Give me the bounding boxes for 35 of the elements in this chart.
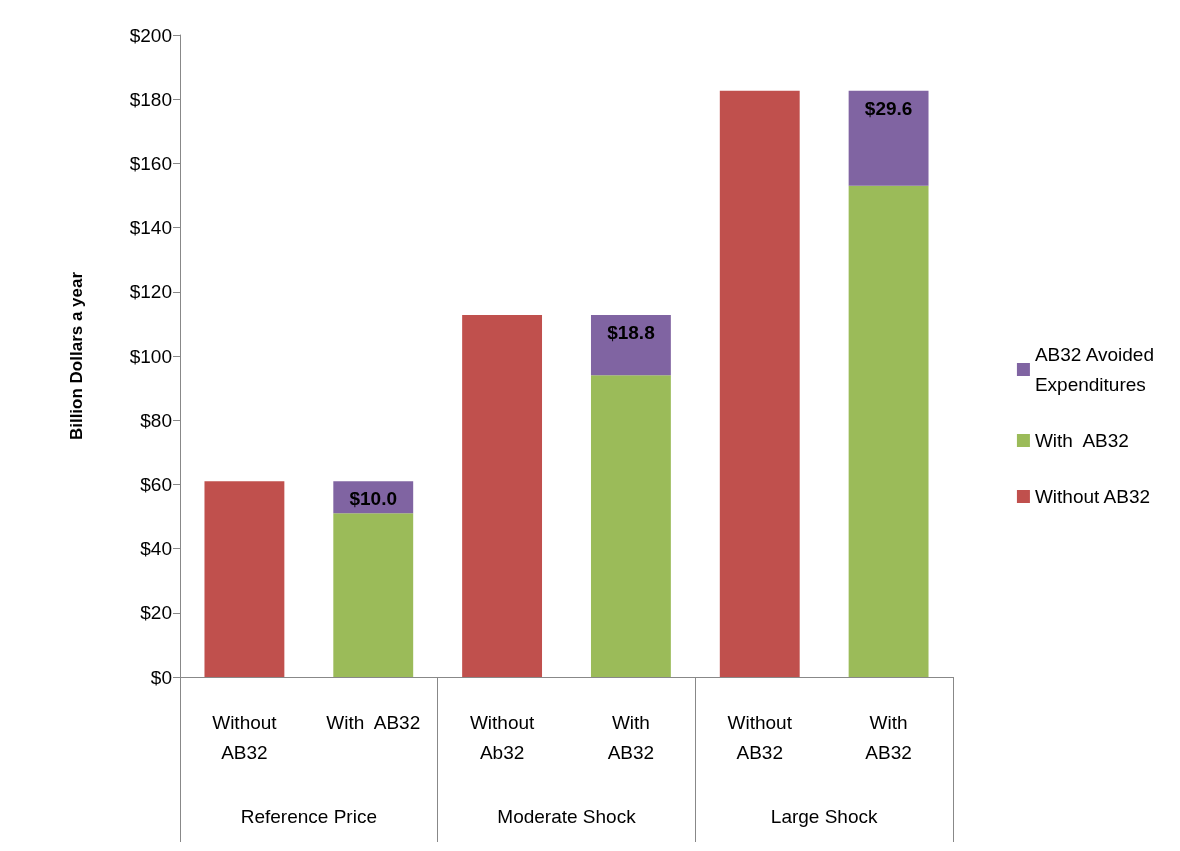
legend-label: AB32 Avoided Expenditures bbox=[1034, 344, 1154, 395]
x-tick-label: With AB32 bbox=[607, 711, 655, 763]
bar bbox=[462, 314, 543, 677]
bar bbox=[719, 90, 800, 677]
y-tick-label: $120 bbox=[129, 281, 172, 303]
data-label: $29.6 bbox=[864, 97, 913, 119]
y-axis-title: Billion Dollars a year bbox=[67, 271, 86, 441]
x-tick-label: With AB32 bbox=[865, 711, 912, 763]
bar bbox=[590, 314, 671, 376]
x-tick-label: Without AB32 bbox=[212, 711, 278, 763]
bar bbox=[590, 375, 671, 677]
data-label: $10.0 bbox=[349, 488, 398, 510]
x-tick-label: Without AB32 bbox=[727, 711, 793, 763]
x-tick-label: Without Ab32 bbox=[469, 711, 536, 763]
y-tick-label: $140 bbox=[129, 217, 172, 239]
y-tick-label: $0 bbox=[150, 666, 172, 688]
y-tick-label: $100 bbox=[129, 345, 172, 367]
y-tick-label: $60 bbox=[140, 473, 172, 495]
y-tick-label: $80 bbox=[140, 409, 172, 431]
legend-label: Without AB32 bbox=[1034, 486, 1151, 507]
bar bbox=[848, 185, 929, 677]
y-tick-label: $160 bbox=[129, 152, 172, 174]
y-tick-label: $200 bbox=[129, 24, 172, 46]
y-tick-label: $180 bbox=[129, 88, 172, 110]
bar bbox=[204, 481, 285, 677]
data-label: $18.8 bbox=[607, 321, 655, 343]
bar bbox=[848, 90, 929, 186]
x-tick-label: With AB32 bbox=[326, 711, 421, 733]
text: Reference Price bbox=[240, 805, 377, 827]
y-tick-label: $20 bbox=[140, 602, 172, 624]
bar bbox=[333, 513, 414, 677]
text: Large Shock bbox=[770, 805, 878, 827]
text: Moderate Shock bbox=[497, 805, 637, 827]
y-tick-label: $40 bbox=[140, 538, 172, 560]
legend-label: With AB32 bbox=[1034, 430, 1129, 451]
